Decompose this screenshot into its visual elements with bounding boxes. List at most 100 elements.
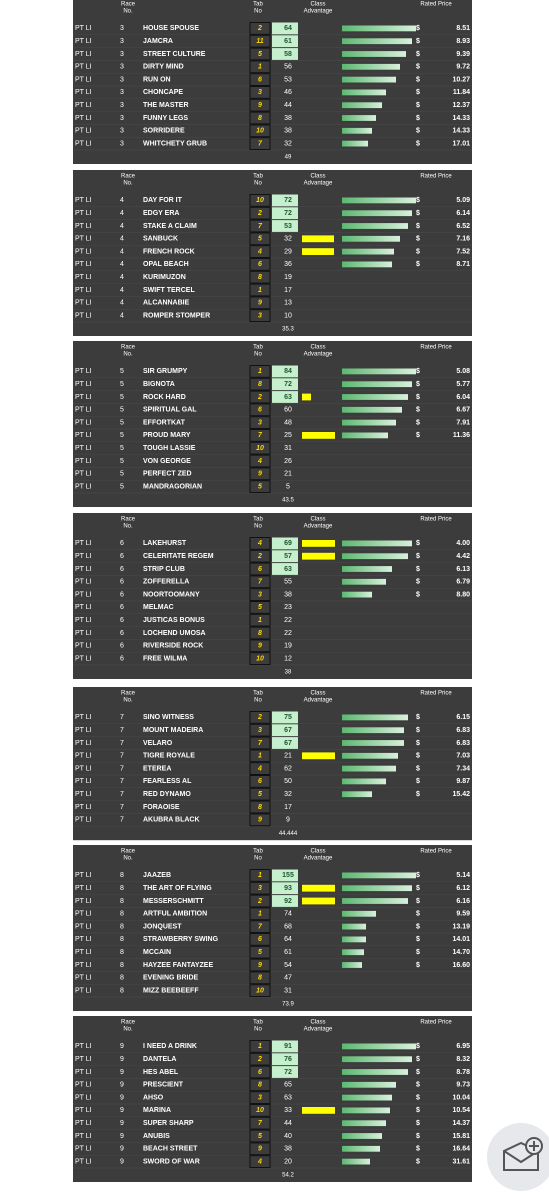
rated-price: 7.91 bbox=[456, 419, 470, 426]
rating: 44 bbox=[284, 1120, 292, 1127]
header-label: No. bbox=[123, 181, 133, 187]
race-number: 9 bbox=[120, 1094, 124, 1101]
horse-name: JAMCRA bbox=[143, 38, 173, 45]
rating: 26 bbox=[284, 458, 292, 465]
header-label: No. bbox=[123, 9, 133, 15]
venue: PT LI bbox=[75, 248, 92, 255]
venue: PT LI bbox=[75, 872, 92, 879]
race-number: 8 bbox=[120, 885, 124, 892]
rating-highlight bbox=[272, 724, 298, 737]
race-number: 5 bbox=[120, 394, 124, 401]
rating: 67 bbox=[284, 727, 292, 734]
race-number: 6 bbox=[120, 579, 124, 586]
horse-name: BIGNOTA bbox=[143, 381, 175, 388]
race-number: 4 bbox=[120, 300, 124, 307]
horse-name: PRESCIENT bbox=[143, 1082, 184, 1089]
race-number: 9 bbox=[120, 1146, 124, 1153]
tab-box bbox=[249, 283, 271, 297]
venue: PT LI bbox=[75, 197, 92, 204]
tab-box bbox=[249, 194, 271, 207]
tab-number: 6 bbox=[258, 566, 262, 573]
rating: 91 bbox=[284, 1043, 292, 1050]
rating-highlight bbox=[272, 35, 298, 48]
rating: 13 bbox=[284, 300, 292, 307]
race-number: 9 bbox=[120, 1120, 124, 1127]
rated-price: 7.16 bbox=[456, 236, 470, 243]
currency: $ bbox=[416, 64, 420, 71]
venue: PT LI bbox=[75, 445, 92, 452]
rated-price: 7.34 bbox=[456, 765, 470, 772]
currency: $ bbox=[416, 1056, 420, 1063]
venue: PT LI bbox=[75, 1158, 92, 1165]
rating-highlight bbox=[272, 207, 298, 220]
class-bar bbox=[342, 432, 388, 439]
tab-number: 7 bbox=[258, 923, 263, 930]
currency: $ bbox=[416, 25, 420, 32]
tab-box bbox=[249, 958, 271, 972]
tab-number: 7 bbox=[258, 223, 263, 230]
class-bar bbox=[342, 235, 400, 242]
rating: 72 bbox=[284, 381, 292, 388]
rating: 68 bbox=[284, 923, 292, 930]
rating: 64 bbox=[284, 25, 292, 32]
header-label: Race bbox=[121, 849, 136, 855]
currency: $ bbox=[416, 197, 420, 204]
header-label: Class bbox=[310, 2, 325, 8]
rated-price: 12.37 bbox=[452, 102, 470, 109]
flag-bar bbox=[302, 235, 334, 243]
tab-number: 10 bbox=[256, 128, 264, 135]
venue: PT LI bbox=[75, 911, 92, 918]
rated-price: 6.79 bbox=[456, 579, 470, 586]
tab-number: 1 bbox=[258, 287, 262, 294]
tab-number: 9 bbox=[258, 300, 262, 307]
venue: PT LI bbox=[75, 1120, 92, 1127]
tab-number: 4 bbox=[257, 458, 262, 465]
class-bar bbox=[342, 1081, 396, 1088]
horse-name: STRIP CLUB bbox=[143, 566, 185, 573]
class-bar bbox=[342, 752, 398, 759]
rating: 38 bbox=[284, 591, 292, 598]
tab-box bbox=[249, 390, 271, 404]
rated-price: 16.60 bbox=[452, 962, 470, 969]
rating-highlight bbox=[272, 48, 298, 60]
rating-highlight bbox=[272, 1053, 298, 1066]
tab-box bbox=[249, 601, 271, 614]
tab-box bbox=[249, 1052, 271, 1066]
class-bar bbox=[342, 1158, 370, 1165]
class-bar bbox=[342, 381, 412, 388]
tab-box bbox=[249, 575, 271, 589]
mail-button[interactable] bbox=[487, 1123, 549, 1191]
tab-number: 3 bbox=[258, 1094, 262, 1101]
venue: PT LI bbox=[75, 51, 92, 58]
class-bar bbox=[342, 38, 412, 45]
rating: 40 bbox=[284, 1133, 292, 1140]
currency: $ bbox=[416, 949, 420, 956]
venue: PT LI bbox=[75, 791, 92, 798]
tab-box bbox=[249, 86, 271, 99]
tab-box bbox=[249, 881, 271, 895]
horse-name: HAYZEE FANTAYZEE bbox=[143, 962, 213, 969]
tab-box bbox=[249, 588, 271, 602]
currency: $ bbox=[416, 76, 420, 83]
rating: 61 bbox=[284, 38, 292, 45]
tab-box bbox=[249, 441, 271, 455]
rated-price: 9.72 bbox=[456, 64, 470, 71]
venue: PT LI bbox=[75, 1146, 92, 1153]
rating: 21 bbox=[284, 753, 292, 760]
rating-total: 44.444 bbox=[279, 831, 298, 837]
tab-box bbox=[249, 245, 271, 258]
race-number: 4 bbox=[120, 210, 124, 217]
flag-bar bbox=[302, 552, 335, 560]
class-bar bbox=[342, 127, 372, 134]
rating: 38 bbox=[284, 1146, 292, 1153]
rating: 76 bbox=[284, 1056, 292, 1063]
tab-box bbox=[249, 869, 271, 882]
rated-price: 7.03 bbox=[456, 753, 470, 760]
tab-number: 4 bbox=[257, 765, 262, 772]
race-number: 9 bbox=[120, 1082, 124, 1089]
tab-number: 8 bbox=[258, 804, 262, 811]
rating: 62 bbox=[284, 765, 292, 772]
tab-number: 6 bbox=[258, 407, 262, 414]
horse-name: SUPER SHARP bbox=[143, 1120, 194, 1127]
